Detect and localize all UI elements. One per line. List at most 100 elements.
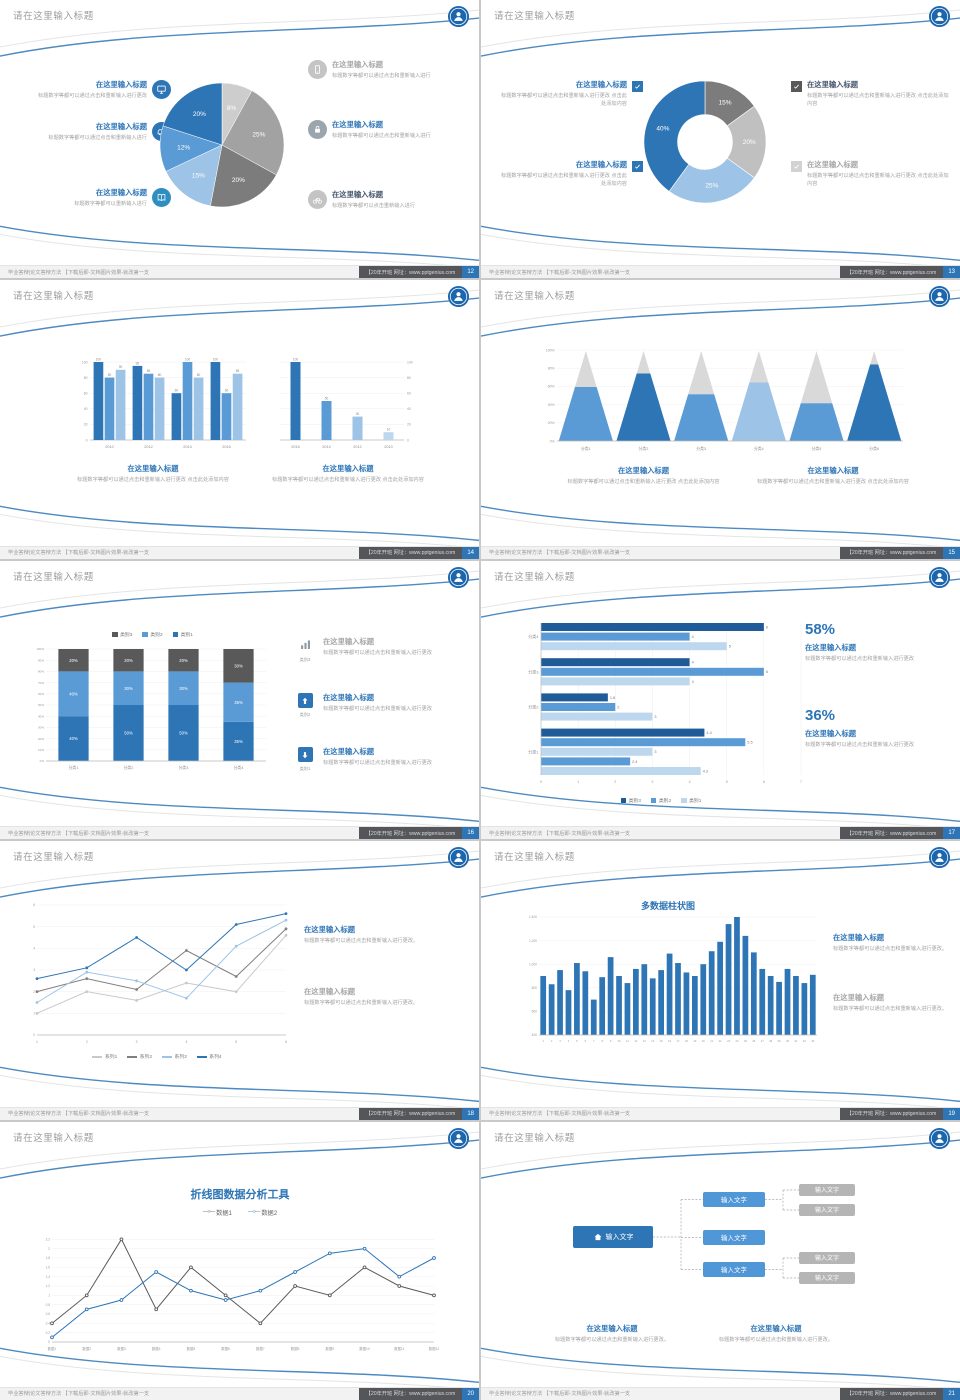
legend-item: 系列2 — [127, 1053, 152, 1060]
svg-text:100: 100 — [213, 358, 219, 362]
text-block: 在这里输入标题 标题数字等都可以通过点击和重新输入进行更改。 — [531, 1324, 693, 1344]
pie-chart: 8% 25% 20% 15% 12% 20% — [159, 82, 285, 208]
footer-caption: 毕业答辩|论文答辩方法 【下载后即-文档图片效果-就改第一支 — [8, 269, 150, 276]
svg-text:4: 4 — [33, 947, 35, 951]
svg-text:4.4: 4.4 — [706, 731, 711, 735]
footer-brand: 【20年开班 网址：www.pptgenius.com — [839, 1107, 944, 1120]
slide-18-multi-line-chart[interactable]: 请在这里输入标题 毕业答辩|论文答辩方法 【下载后即-文档图片效果-就改第一支 … — [0, 841, 479, 1120]
svg-text:3: 3 — [33, 968, 35, 972]
bar-chart-icon — [298, 637, 313, 652]
svg-text:2: 2 — [614, 780, 616, 784]
svg-text:25%: 25% — [705, 183, 718, 190]
slide-title: 请在这里输入标题 — [494, 11, 575, 22]
svg-text:6: 6 — [33, 903, 35, 907]
svg-text:85: 85 — [236, 369, 240, 373]
text-block: 在这里输入标题 标题数字等都可以通过点击和重新输入进行更改 点击此处添加内容 — [58, 464, 248, 484]
monitor-icon — [152, 80, 171, 99]
legend: —○— 数据1 —○— 数据2 — [40, 1208, 440, 1217]
svg-text:10%: 10% — [38, 748, 44, 752]
checkbox-icon — [791, 161, 802, 172]
svg-text:1,200: 1,200 — [529, 939, 537, 943]
svg-text:2: 2 — [86, 1040, 88, 1044]
svg-text:13: 13 — [643, 1039, 646, 1043]
svg-text:1,400: 1,400 — [529, 915, 537, 919]
footer-brand: 【20年开班 网址：www.pptgenius.com — [358, 1107, 463, 1120]
svg-text:600: 600 — [532, 1010, 538, 1014]
svg-text:60: 60 — [175, 389, 179, 393]
checkbox-icon — [632, 81, 643, 92]
svg-text:20%: 20% — [69, 658, 78, 663]
svg-text:30%: 30% — [234, 663, 243, 668]
svg-text:0%: 0% — [40, 759, 45, 763]
svg-text:21: 21 — [710, 1039, 713, 1043]
slide-13-donut-checklist[interactable]: 请在这里输入标题 毕业答辩|论文答辩方法 【下载后即-文档图片效果-就改第一支 … — [481, 0, 960, 279]
stat-title: 在这里输入标题 — [805, 642, 857, 652]
slide-15-pyramid-chart[interactable]: 请在这里输入标题 毕业答辩|论文答辩方法 【下载后即-文档图片效果-就改第一支 … — [481, 280, 960, 559]
slide-17-horizontal-bar[interactable]: 请在这里输入标题 毕业答辩|论文答辩方法 【下载后即-文档图片效果-就改第一支 … — [481, 560, 960, 840]
flow-leaf-node: 输入文字 — [799, 1251, 855, 1264]
svg-text:5: 5 — [235, 1040, 237, 1044]
svg-text:2: 2 — [617, 705, 619, 709]
block-title: 在这里输入标题 — [586, 1323, 638, 1333]
svg-text:40: 40 — [407, 407, 411, 411]
slide-footer: 毕业答辩|论文答辩方法 【下载后即-文档图片效果-就改第一支 【20年开班 网址… — [481, 826, 960, 840]
svg-text:15%: 15% — [719, 100, 732, 107]
page-number: 16 — [462, 827, 479, 840]
block-text: 标题数字等都可以通过点击和重新输入进行更改。 — [304, 1000, 419, 1007]
legend-item: 系列3 — [162, 1053, 187, 1060]
svg-text:32: 32 — [803, 1039, 806, 1043]
svg-text:80: 80 — [84, 376, 88, 380]
svg-text:2012: 2012 — [144, 445, 152, 449]
stat-text: 标题数字等都可以通过点击和重新输入进行更改 — [805, 741, 914, 748]
svg-text:4: 4 — [568, 1039, 570, 1043]
flow-leaf-node: 输入文字 — [799, 1271, 855, 1284]
svg-text:分类4: 分类4 — [528, 633, 539, 639]
legend-item: —○— 数据2 — [248, 1209, 278, 1217]
slide-12-icon-pie-infographic[interactable]: 请在这里输入标题 毕业答辩|论文答辩方法 【下载后即-文档图片效果-就改第一支 … — [0, 0, 479, 279]
slide-20-line-analysis[interactable]: 请在这里输入标题 毕业答辩|论文答辩方法 【下载后即-文档图片效果-就改第一支 … — [0, 1121, 479, 1400]
slide-19-column-chart[interactable]: 请在这里输入标题 毕业答辩|论文答辩方法 【下载后即-文档图片效果-就改第一支 … — [481, 841, 960, 1120]
flow-branch-node: 输入文字 — [703, 1261, 765, 1277]
svg-text:0.6: 0.6 — [46, 1312, 51, 1316]
school-logo-icon — [447, 566, 470, 589]
svg-text:2016: 2016 — [222, 445, 230, 449]
item-title: 在这里输入标题 — [95, 80, 147, 89]
svg-text:1: 1 — [36, 1040, 38, 1044]
block-title: 在这里输入标题 — [304, 925, 356, 935]
svg-text:1.4: 1.4 — [46, 1274, 51, 1278]
svg-text:1: 1 — [33, 1012, 35, 1016]
svg-text:15%: 15% — [192, 172, 205, 179]
list-item: 类别2 在这里输入标题 标题数字等都可以通过点击和重新输入进行更改 — [292, 693, 472, 718]
svg-text:3: 3 — [654, 750, 656, 754]
svg-text:2: 2 — [48, 1246, 50, 1250]
svg-text:85: 85 — [147, 369, 151, 373]
svg-text:8: 8 — [601, 1039, 603, 1043]
svg-text:40%: 40% — [656, 125, 669, 132]
svg-text:数据5: 数据5 — [187, 1346, 196, 1351]
school-logo-icon — [447, 5, 470, 28]
slide-footer: 毕业答辩|论文答辩方法 【下载后即-文档图片效果-就改第一支 【20年开班 网址… — [481, 1386, 960, 1400]
legend-item: 系列1 — [92, 1053, 117, 1060]
svg-text:分类1: 分类1 — [581, 446, 591, 451]
item-text: 标题数字等都可以重新输入进行 — [74, 201, 147, 207]
slide-title: 请在这里输入标题 — [13, 1132, 94, 1144]
slide-21-flow-diagram[interactable]: 请在这里输入标题 毕业答辩|论文答辩方法 【下载后即-文档图片效果-就改第一支 … — [481, 1121, 960, 1400]
slide-14-bar-charts[interactable]: 请在这里输入标题 毕业答辩|论文答辩方法 【下载后即-文档图片效果-就改第一支 … — [0, 280, 479, 559]
svg-text:1: 1 — [542, 1039, 544, 1043]
svg-text:数据12: 数据12 — [429, 1346, 440, 1351]
svg-text:6: 6 — [285, 1040, 287, 1044]
svg-text:80: 80 — [108, 373, 112, 377]
svg-text:100%: 100% — [546, 349, 555, 353]
svg-text:2.2: 2.2 — [46, 1237, 51, 1241]
slide-16-stacked-bar[interactable]: 请在这里输入标题 毕业答辩|论文答辩方法 【下载后即-文档图片效果-就改第一支 … — [0, 560, 479, 840]
svg-text:0.8: 0.8 — [46, 1302, 51, 1306]
flow-branch-node: 输入文字 — [703, 1229, 765, 1245]
svg-text:20%: 20% — [179, 658, 188, 663]
legend-item: 类别3 — [112, 631, 132, 638]
text-block: 在这里输入标题 标题数字等都可以通过点击和重新输入进行更改。 — [304, 987, 468, 1007]
text-block: 在这里输入标题 标题数字等都可以通过点击和重新输入进行更改 点击此处添加内容 — [551, 466, 736, 486]
page-number: 14 — [462, 546, 479, 559]
svg-text:60: 60 — [84, 392, 88, 396]
svg-text:0: 0 — [540, 780, 542, 784]
svg-text:0: 0 — [86, 439, 88, 443]
